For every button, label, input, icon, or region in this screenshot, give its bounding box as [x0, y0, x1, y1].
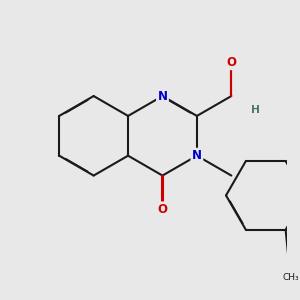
- Text: CH₃: CH₃: [282, 273, 298, 282]
- Text: N: N: [158, 90, 167, 103]
- Text: O: O: [226, 56, 236, 69]
- Text: O: O: [158, 203, 167, 216]
- Text: H: H: [251, 105, 260, 115]
- Text: N: N: [192, 149, 202, 162]
